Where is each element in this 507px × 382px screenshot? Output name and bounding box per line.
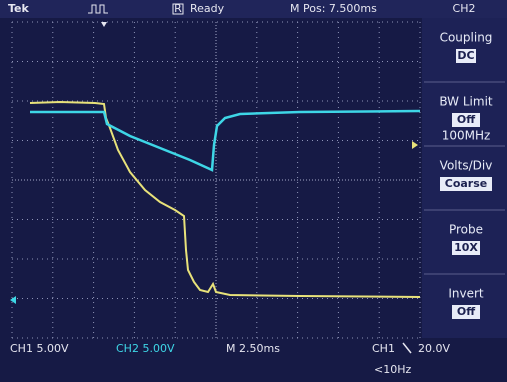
oscilloscope-screen: Tek R Ready M Pos: 7.500ms CH2 Coupling D…	[0, 0, 507, 382]
channel: CH2	[453, 2, 476, 15]
menu-label: Coupling	[440, 31, 493, 45]
ch2-scale: CH2 5.00V	[116, 342, 175, 355]
trigger-source: CH1	[372, 342, 395, 355]
status: Ready	[190, 2, 225, 15]
menu-label: Probe	[449, 223, 483, 237]
menu-label: Volts/Div	[440, 159, 493, 173]
menu-label: BW Limit	[439, 95, 493, 109]
top-bar	[0, 0, 507, 18]
menu-label: Invert	[448, 287, 484, 301]
brand: Tek	[8, 2, 30, 15]
status-icon: R	[174, 2, 182, 15]
timebase: M 2.50ms	[226, 342, 280, 355]
menu-value: Off	[457, 113, 475, 126]
ch1-scale: CH1 5.00V	[10, 342, 69, 355]
menu-value: Coarse	[445, 177, 488, 190]
menu-value: Off	[457, 305, 475, 318]
menu-extra: 100MHz	[442, 129, 491, 143]
trigger-level: 20.0V	[418, 342, 450, 355]
frequency: <10Hz	[374, 363, 411, 376]
menu-value: 10X	[454, 241, 478, 254]
menu-value: DC	[457, 49, 474, 62]
position: M Pos: 7.500ms	[290, 2, 377, 15]
